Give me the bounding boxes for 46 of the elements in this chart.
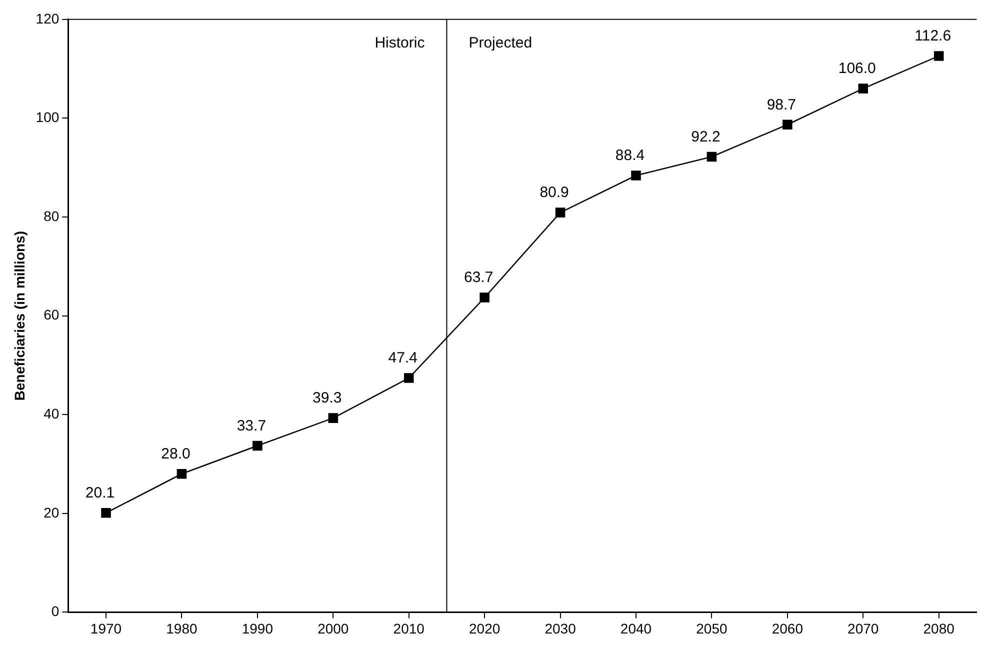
point xyxy=(252,440,262,451)
data-label: 20.1 xyxy=(85,484,115,502)
y-tick-label: 20 xyxy=(44,504,60,520)
point xyxy=(555,208,566,218)
point xyxy=(328,413,338,423)
data-label: 33.7 xyxy=(236,417,266,434)
point xyxy=(858,84,868,94)
data-label: 106.0 xyxy=(838,60,876,78)
point xyxy=(631,170,641,180)
data-label: 28.0 xyxy=(161,446,190,463)
y-tick-label: 60 xyxy=(44,306,60,323)
data-label: 92.2 xyxy=(691,128,720,146)
point xyxy=(101,508,111,518)
x-tick-label: 2030 xyxy=(544,620,576,636)
data-label: 47.4 xyxy=(388,350,418,367)
x-tick-label: 2070 xyxy=(848,620,879,636)
x-tick-label: 2000 xyxy=(318,620,349,636)
data-label: 63.7 xyxy=(464,269,494,286)
point xyxy=(706,152,717,162)
x-tick-label: 2020 xyxy=(468,620,500,636)
data-label: 112.6 xyxy=(914,28,952,45)
x-tick-label: 2080 xyxy=(923,620,955,636)
point xyxy=(782,120,792,130)
x-tick-label: 1980 xyxy=(166,620,198,636)
data-label: 80.9 xyxy=(540,184,569,202)
x-tick-label: 2050 xyxy=(696,620,728,636)
annotation: Projected xyxy=(468,34,532,52)
point xyxy=(480,292,490,302)
y-axis-title: Beneficiaries (in millions) xyxy=(11,230,28,401)
data-label: 39.3 xyxy=(312,390,342,407)
y-tick-label: 0 xyxy=(51,603,60,620)
point xyxy=(404,373,414,383)
y-tick-label: 100 xyxy=(36,109,60,126)
y-tick-label: 80 xyxy=(44,208,60,224)
annotation: Historic xyxy=(374,34,426,52)
x-tick-label: 2010 xyxy=(393,620,425,636)
x-tick-label: 1990 xyxy=(242,620,274,636)
point xyxy=(934,51,944,61)
y-tick-label: 120 xyxy=(36,10,60,26)
point xyxy=(176,468,187,479)
x-tick-label: 2060 xyxy=(772,620,804,636)
data-label: 88.4 xyxy=(615,147,645,164)
x-tick-label: 2040 xyxy=(620,620,652,636)
y-tick-label: 40 xyxy=(44,405,60,422)
x-tick-label: 1970 xyxy=(90,620,122,636)
data-label: 98.7 xyxy=(766,96,796,114)
